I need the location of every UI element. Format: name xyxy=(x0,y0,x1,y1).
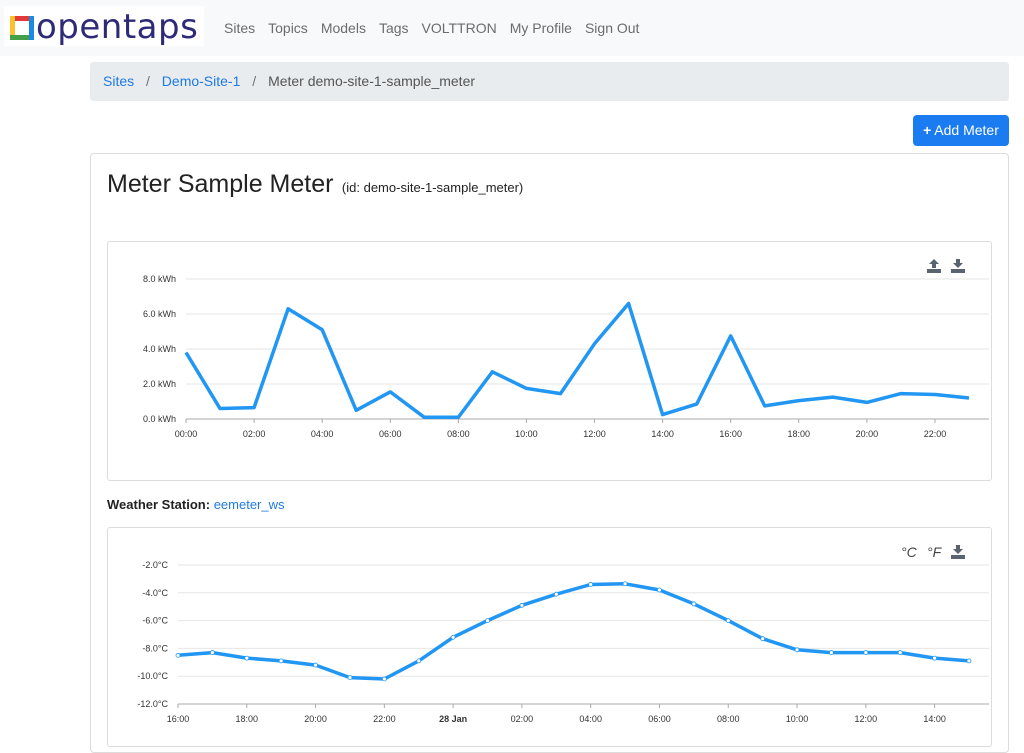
data-point xyxy=(381,676,387,682)
data-point xyxy=(760,636,766,642)
navbar: opentaps Sites Topics Models Tags VOLTTR… xyxy=(0,0,1024,56)
x-tick-label: 18:00 xyxy=(788,429,811,439)
x-tick-label: 22:00 xyxy=(924,429,947,439)
data-point xyxy=(244,655,250,661)
x-tick-label: 12:00 xyxy=(583,429,606,439)
data-point xyxy=(278,658,284,664)
y-tick-label: 0.0 kWh xyxy=(143,414,176,424)
fahrenheit-button[interactable]: °F xyxy=(927,544,942,560)
add-meter-button[interactable]: + Add Meter xyxy=(913,115,1009,146)
x-tick-label: 16:00 xyxy=(719,429,742,439)
weather-station-title: Weather Station: xyxy=(107,497,211,512)
data-point xyxy=(347,675,353,680)
nav-link-models[interactable]: Models xyxy=(320,20,366,36)
x-tick-label: 04:00 xyxy=(311,429,334,439)
x-tick-label: 10:00 xyxy=(786,714,809,724)
energy-chart: 0.0 kWh 2.0 kWh 4.0 kWh 6.0 kWh 8.0 kWh 00:00… xyxy=(143,274,989,439)
series-line xyxy=(177,582,970,681)
data-point xyxy=(657,587,662,593)
data-point xyxy=(450,634,456,640)
upload-icon[interactable] xyxy=(926,258,942,274)
breadcrumb-sites-link[interactable]: Sites xyxy=(103,73,135,89)
add-meter-label: Add Meter xyxy=(934,122,999,138)
x-tick-label: 16:00 xyxy=(167,714,190,724)
data-point xyxy=(794,647,800,653)
nav-link-tags[interactable]: Tags xyxy=(378,20,409,36)
y-tick-label: -4.0°C xyxy=(142,588,168,598)
page-title-row: Meter Sample Meter (id: demo-site-1-samp… xyxy=(107,170,523,199)
y-tick-label: 4.0 kWh xyxy=(143,344,176,354)
x-tick-label: 18:00 xyxy=(236,714,259,724)
nav-link-volttron[interactable]: VOLTTRON xyxy=(421,20,497,36)
x-tick-label: 06:00 xyxy=(648,714,671,724)
x-tick-label: 22:00 xyxy=(373,714,396,724)
y-tick-label: -12.0°C xyxy=(137,699,168,709)
data-point xyxy=(313,662,318,668)
plus-icon: + xyxy=(923,122,932,138)
y-tick-label: 6.0 kWh xyxy=(143,309,176,319)
x-tick-label: 06:00 xyxy=(379,429,402,439)
data-point xyxy=(175,652,181,658)
x-tick-label: 28 Jan xyxy=(439,714,467,724)
x-tick-label: 14:00 xyxy=(651,429,674,439)
breadcrumb: Sites / Demo-Site-1 / Meter demo-site-1-… xyxy=(90,62,1009,101)
x-tick-label: 02:00 xyxy=(511,714,534,724)
x-tick-label: 10:00 xyxy=(515,429,538,439)
download-icon[interactable] xyxy=(950,544,966,560)
x-tick-label: 14:00 xyxy=(923,714,946,724)
weather-station-label: Weather Station: eemeter_ws xyxy=(107,497,285,512)
download-icon[interactable] xyxy=(950,258,966,274)
nav-link-sites[interactable]: Sites xyxy=(224,20,256,36)
y-tick-label: -8.0°C xyxy=(142,643,168,653)
data-point xyxy=(863,650,869,655)
data-point xyxy=(519,602,525,608)
x-tick-label: 12:00 xyxy=(855,714,878,724)
data-point xyxy=(588,582,594,587)
x-tick-label: 04:00 xyxy=(579,714,602,724)
opentaps-logo[interactable]: opentaps xyxy=(4,6,204,47)
y-tick-label: -2.0°C xyxy=(142,560,168,570)
page-title: Meter Sample Meter xyxy=(107,170,334,198)
weather-chart-panel: °C °F -12.0°C -10.0°C -8.0°C -6.0°C -4.0°C -2… xyxy=(107,527,992,747)
data-point xyxy=(209,650,215,655)
x-tick-label: 20:00 xyxy=(856,429,879,439)
x-tick-label: 02:00 xyxy=(243,429,266,439)
nav-link-topics[interactable]: Topics xyxy=(268,20,308,36)
breadcrumb-separator: / xyxy=(252,73,257,89)
data-point xyxy=(829,650,834,655)
data-point xyxy=(416,658,422,664)
y-tick-label: -6.0°C xyxy=(142,616,168,626)
data-point xyxy=(485,618,490,623)
energy-chart-panel: 0.0 kWh 2.0 kWh 4.0 kWh 6.0 kWh 8.0 kWh 00:00… xyxy=(107,241,992,481)
data-point xyxy=(553,591,559,597)
celsius-button[interactable]: °C xyxy=(901,544,917,560)
logo-text: opentaps xyxy=(36,7,199,47)
nav-link-sign-out[interactable]: Sign Out xyxy=(584,20,640,36)
breadcrumb-separator: / xyxy=(146,73,150,89)
x-tick-label: 20:00 xyxy=(304,714,327,724)
data-point xyxy=(897,650,903,655)
y-tick-label: 2.0 kWh xyxy=(143,379,176,389)
series-line xyxy=(184,301,970,420)
x-tick-label: 00:00 xyxy=(175,429,198,439)
data-point xyxy=(725,618,731,623)
y-tick-label: -10.0°C xyxy=(137,671,168,681)
data-point xyxy=(622,581,628,587)
y-tick-label: 8.0 kWh xyxy=(143,274,176,284)
meter-id: (id: demo-site-1-sample_meter) xyxy=(341,180,524,195)
logo-mark-icon xyxy=(10,16,34,40)
data-point xyxy=(932,655,938,661)
breadcrumb-site-link[interactable]: Demo-Site-1 xyxy=(161,73,241,89)
x-tick-label: 08:00 xyxy=(447,429,470,439)
x-tick-label: 08:00 xyxy=(717,714,740,724)
nav-links: Sites Topics Models Tags VOLTTRON My Pro… xyxy=(224,18,652,38)
data-point xyxy=(966,658,972,664)
breadcrumb-current: Meter demo-site-1-sample_meter xyxy=(268,73,476,89)
weather-chart: -12.0°C -10.0°C -8.0°C -6.0°C -4.0°C -2.0°C 16… xyxy=(137,560,989,724)
weather-station-link[interactable]: eemeter_ws xyxy=(213,497,285,512)
data-point xyxy=(691,601,697,607)
nav-link-my-profile[interactable]: My Profile xyxy=(509,20,572,36)
